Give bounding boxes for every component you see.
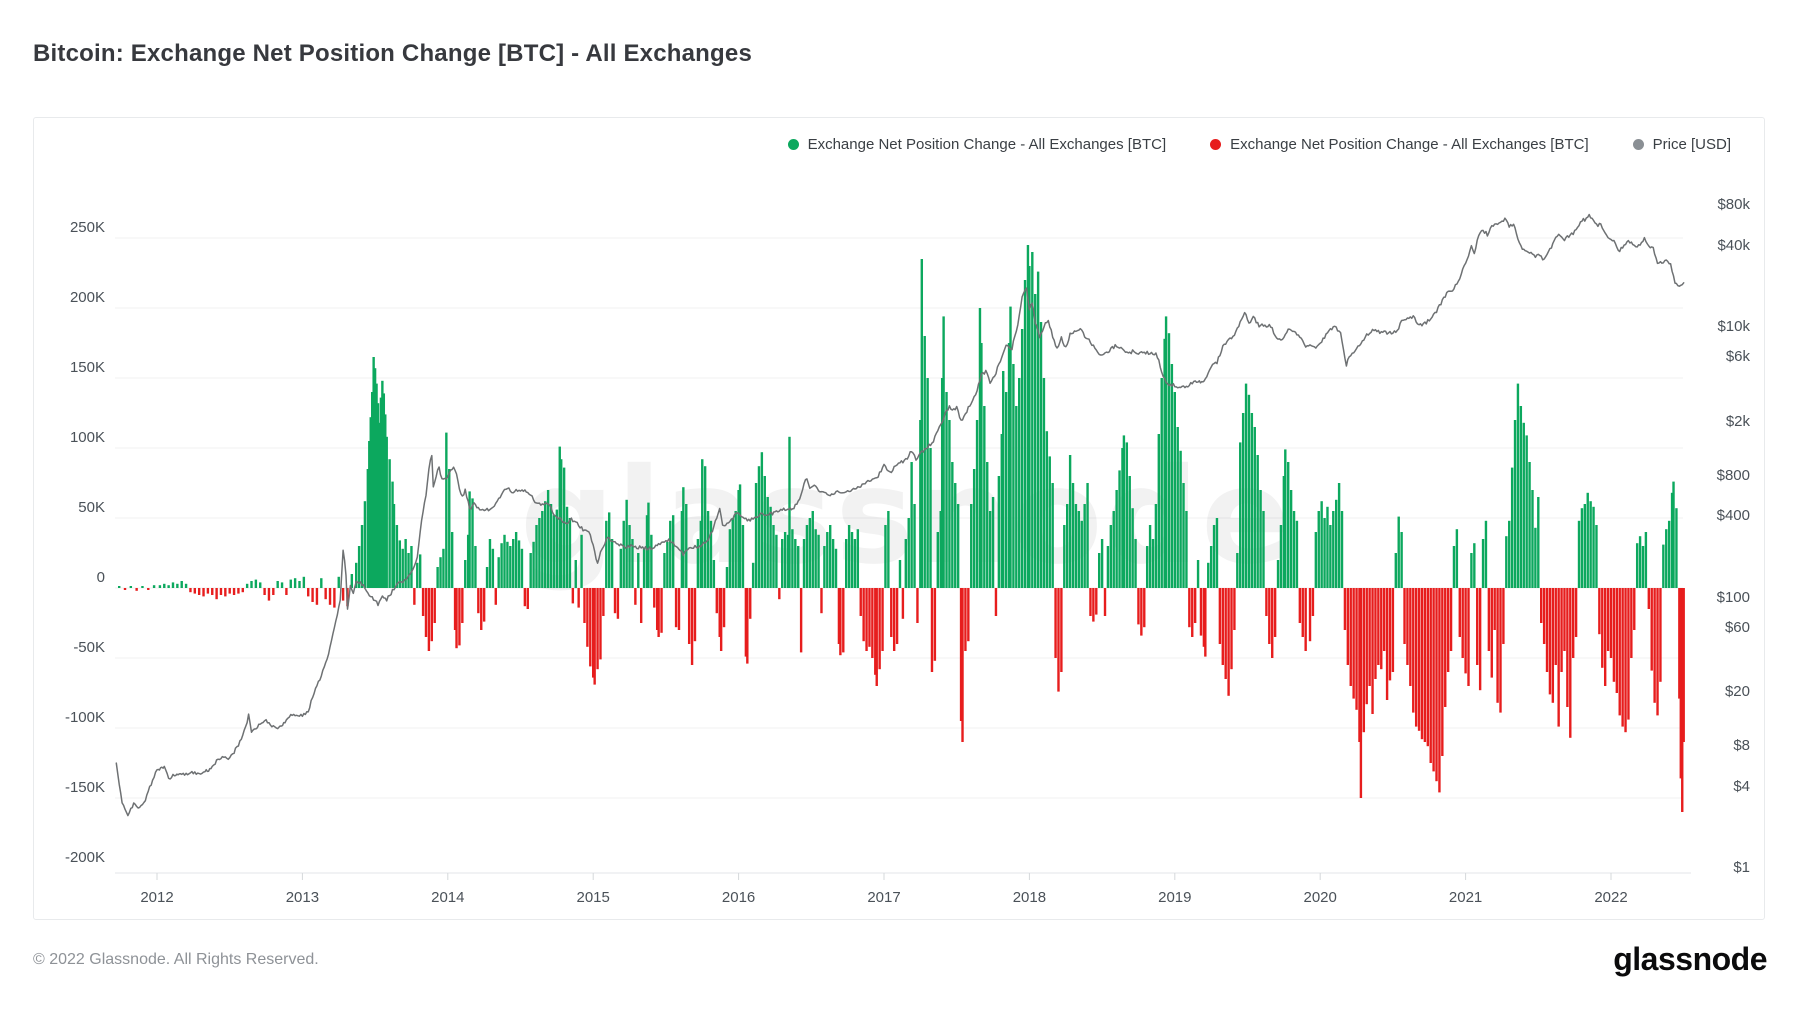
legend-dot-gray-icon	[1632, 139, 1644, 150]
legend-label: Exchange Net Position Change - All Excha…	[807, 136, 1167, 153]
y-axis-label: $1	[1733, 859, 1750, 876]
y-axis-label: 100K	[69, 429, 105, 446]
y-axis-label: -150K	[64, 779, 105, 796]
legend-item-inflow[interactable]: Exchange Net Position Change - All Excha…	[787, 136, 1167, 153]
legend-item-price[interactable]: Price [USD]	[1632, 136, 1731, 153]
x-axis-label: 2017	[867, 889, 901, 906]
y-axis-label: $2k	[1725, 412, 1750, 430]
page-title: Bitcoin: Exchange Net Position Change [B…	[33, 40, 752, 67]
y-axis-label: $100	[1716, 588, 1750, 606]
glassnode-logo[interactable]: glassnode	[1613, 941, 1767, 977]
legend-label: Exchange Net Position Change - All Excha…	[1230, 136, 1589, 153]
legend-dot-red-icon	[1210, 139, 1222, 150]
y-axis-label: $4	[1733, 777, 1750, 795]
x-axis-label: 2014	[431, 889, 465, 906]
y-axis-label: -200K	[64, 849, 105, 866]
y-axis-label: -100K	[64, 709, 105, 726]
y-axis-label: 50K	[78, 499, 105, 516]
y-axis-label: 0	[96, 569, 105, 586]
footer-copyright: © 2022 Glassnode. All Rights Reserved.	[33, 951, 319, 968]
y-axis-label: -50K	[73, 639, 105, 656]
x-axis-label: 2021	[1448, 889, 1483, 906]
x-axis-label: 2012	[140, 889, 174, 906]
y-axis-label: $40k	[1717, 236, 1750, 254]
x-axis-label: 2013	[285, 889, 320, 906]
y-axis-label: $80k	[1717, 196, 1750, 214]
legend-dot-green-icon	[787, 139, 799, 150]
y-axis-label: 150K	[69, 359, 105, 376]
y-axis-label: $800	[1716, 466, 1750, 484]
legend-label: Price [USD]	[1652, 136, 1731, 153]
legend-item-outflow[interactable]: Exchange Net Position Change - All Excha…	[1210, 136, 1589, 153]
x-axis-label: 2016	[721, 889, 756, 906]
x-axis-label: 2022	[1594, 889, 1628, 906]
y-axis-label: $6k	[1725, 348, 1750, 366]
y-axis-label: $10k	[1717, 318, 1750, 336]
x-axis-label: 2019	[1158, 889, 1192, 906]
y-axis-label: $60	[1724, 618, 1750, 636]
x-axis-label: 2018	[1012, 889, 1047, 906]
y-axis-label: 200K	[69, 289, 105, 306]
y-axis-label: $400	[1716, 507, 1750, 525]
chart-legend: Exchange Net Position Change - All Excha…	[787, 136, 1731, 153]
y-axis-label: 250K	[69, 219, 105, 236]
y-axis-label: $20	[1724, 683, 1750, 701]
x-axis-label: 2015	[576, 889, 610, 906]
x-axis-label: 2020	[1303, 889, 1337, 906]
y-axis-label: $8	[1733, 736, 1750, 754]
